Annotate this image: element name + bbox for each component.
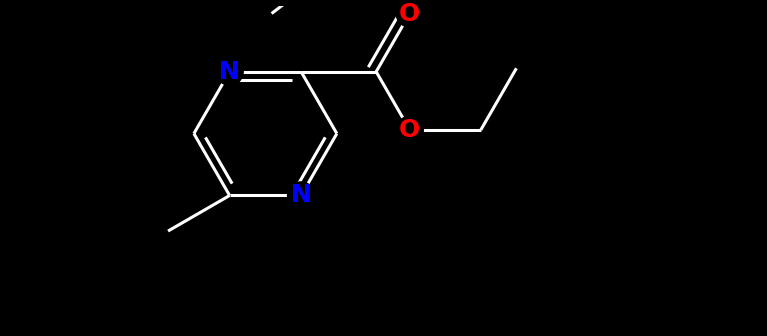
Circle shape (397, 0, 423, 27)
Text: N: N (219, 60, 240, 84)
Text: N: N (219, 60, 240, 84)
Text: O: O (399, 118, 420, 142)
Text: O: O (399, 2, 420, 26)
Text: N: N (291, 183, 311, 208)
Circle shape (397, 116, 423, 143)
Circle shape (216, 58, 243, 85)
Circle shape (288, 182, 314, 209)
Text: N: N (291, 183, 311, 208)
